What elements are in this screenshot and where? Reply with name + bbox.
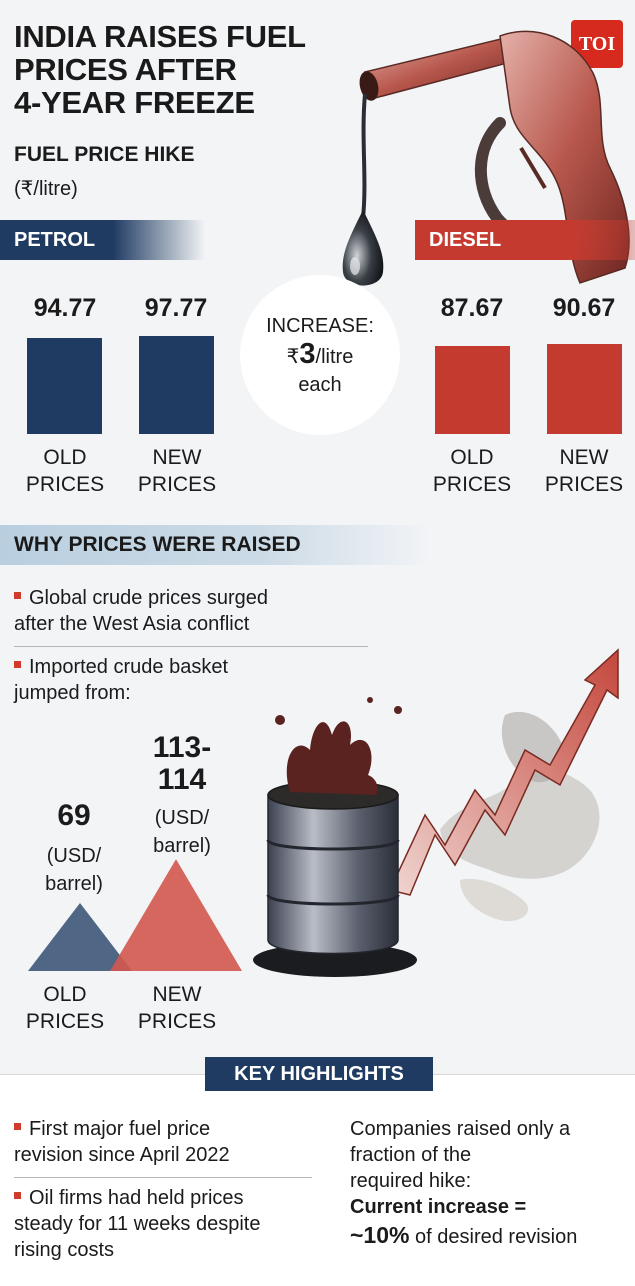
why-bullet-2: Imported crude basket jumped from: — [14, 654, 374, 706]
diesel-new-label: NEW PRICES — [529, 444, 635, 498]
diesel-old-value: 87.67 — [440, 294, 504, 322]
highlight-right-bold: Current increase = — [350, 1196, 527, 1218]
increase-circle: INCREASE: ₹3/litre each — [240, 275, 400, 435]
why-bullet-2-line1: Imported crude basket — [29, 656, 228, 678]
highlights-section — [0, 1074, 635, 1286]
highlight-1-line1: First major fuel price — [29, 1118, 211, 1140]
diesel-old-label-line1: OLD — [450, 446, 494, 469]
highlight-bullet-1: First major fuel price revision since Ap… — [14, 1116, 324, 1168]
diesel-old-label: OLD PRICES — [417, 444, 527, 498]
crude-triangle-chart — [28, 859, 242, 971]
oil-barrel-arrow-illustration — [253, 648, 619, 977]
why-heading-text: WHY PRICES WERE RAISED — [14, 533, 301, 556]
unit-label: (₹/litre) — [14, 178, 78, 200]
crude-old-label-line2: PRICES — [25, 1010, 105, 1033]
petrol-new-bar — [139, 336, 214, 434]
why-bullet-2-line2: jumped from: — [14, 682, 131, 704]
bullet-marker — [14, 592, 21, 599]
diesel-old-bar — [435, 346, 510, 434]
crude-old-label-line1: OLD — [43, 983, 87, 1006]
why-bullet-1-line1: Global crude prices surged — [29, 587, 269, 609]
petrol-band: PETROL — [0, 220, 205, 260]
diesel-new-label-line1: NEW — [559, 446, 609, 469]
highlights-divider — [14, 1177, 312, 1178]
petrol-new-value: 97.77 — [144, 294, 208, 322]
highlight-right-line3: required hike: — [350, 1170, 472, 1192]
crude-new-label-line2: PRICES — [137, 1010, 217, 1033]
highlight-1-line2: revision since April 2022 — [14, 1144, 230, 1166]
highlight-2-line2: steady for 11 weeks despite — [14, 1213, 261, 1235]
title-line-3: 4-YEAR FREEZE — [14, 85, 255, 120]
highlight-right-pct: ~10% — [350, 1222, 410, 1248]
petrol-new-label-line2: PRICES — [137, 473, 217, 496]
highlight-2-line1: Oil firms had held prices — [29, 1187, 244, 1209]
crude-new-value: 113- 114 — [132, 732, 232, 796]
highlight-right-tail: of desired revision — [415, 1226, 578, 1248]
petrol-old-bar — [27, 338, 102, 434]
highlight-right-line2: fraction of the — [350, 1144, 472, 1166]
crude-old-unit-line2: barrel) — [45, 873, 103, 895]
increase-line3: each — [298, 374, 342, 396]
increase-per: /litre — [315, 346, 354, 368]
crude-new-triangle — [110, 859, 242, 971]
petrol-old-label-line1: OLD — [43, 446, 87, 469]
diesel-new-label-line2: PRICES — [544, 473, 624, 496]
page-title: INDIA RAISES FUEL PRICES AFTER 4-YEAR FR… — [14, 20, 374, 119]
crude-old-unit-line1: (USD/ — [46, 845, 102, 867]
crude-new-value-line1: 113- — [152, 731, 212, 764]
increase-line2: ₹3/litre — [240, 339, 400, 372]
bullet-marker — [14, 661, 21, 668]
highlight-right-line1: Companies raised only a — [350, 1118, 571, 1140]
diesel-new-value: 90.67 — [552, 294, 616, 322]
petrol-old-value: 94.77 — [33, 294, 97, 322]
subtitle: FUEL PRICE HIKE — [14, 143, 195, 166]
bullet-marker — [14, 1123, 21, 1130]
increase-amount: 3 — [299, 338, 316, 370]
increase-currency: ₹ — [286, 346, 300, 368]
diesel-band: DIESEL — [415, 220, 635, 260]
why-heading: WHY PRICES WERE RAISED — [0, 525, 430, 565]
highlight-bullet-2: Oil firms had held prices steady for 11 … — [14, 1185, 334, 1263]
diesel-new-bar — [547, 344, 622, 434]
crude-old-label: OLD PRICES — [10, 981, 120, 1035]
title-line-2: PRICES AFTER — [14, 52, 237, 87]
increase-line1: INCREASE: — [266, 315, 374, 337]
crude-new-value-line2: 114 — [157, 763, 207, 796]
why-bullet-1: Global crude prices surged after the Wes… — [14, 585, 374, 637]
petrol-old-label: OLD PRICES — [10, 444, 120, 498]
highlight-right-block: Companies raised only a fraction of the … — [350, 1116, 635, 1250]
highlights-heading-text: KEY HIGHLIGHTS — [234, 1062, 404, 1085]
highlight-2-line3: rising costs — [14, 1239, 115, 1261]
petrol-new-label: NEW PRICES — [122, 444, 232, 498]
petrol-new-label-line1: NEW — [152, 446, 202, 469]
why-divider — [14, 646, 368, 647]
petrol-label: PETROL — [14, 228, 96, 251]
crude-old-triangle — [28, 903, 132, 971]
crude-new-unit-line1: (USD/ — [154, 807, 210, 829]
crude-old-unit: (USD/ barrel) — [24, 842, 124, 898]
diesel-label: DIESEL — [429, 228, 502, 251]
why-bullet-1-line2: after the West Asia conflict — [14, 613, 250, 635]
crude-new-label-line1: NEW — [152, 983, 202, 1006]
crude-new-unit: (USD/ barrel) — [132, 804, 232, 860]
highlights-heading: KEY HIGHLIGHTS — [205, 1057, 433, 1091]
petrol-old-label-line2: PRICES — [25, 473, 105, 496]
crude-new-label: NEW PRICES — [122, 981, 232, 1035]
title-line-1: INDIA RAISES FUEL — [14, 19, 306, 54]
crude-new-unit-line2: barrel) — [153, 835, 211, 857]
bullet-marker — [14, 1192, 21, 1199]
diesel-old-label-line2: PRICES — [432, 473, 512, 496]
crude-old-value: 69 — [57, 799, 91, 832]
